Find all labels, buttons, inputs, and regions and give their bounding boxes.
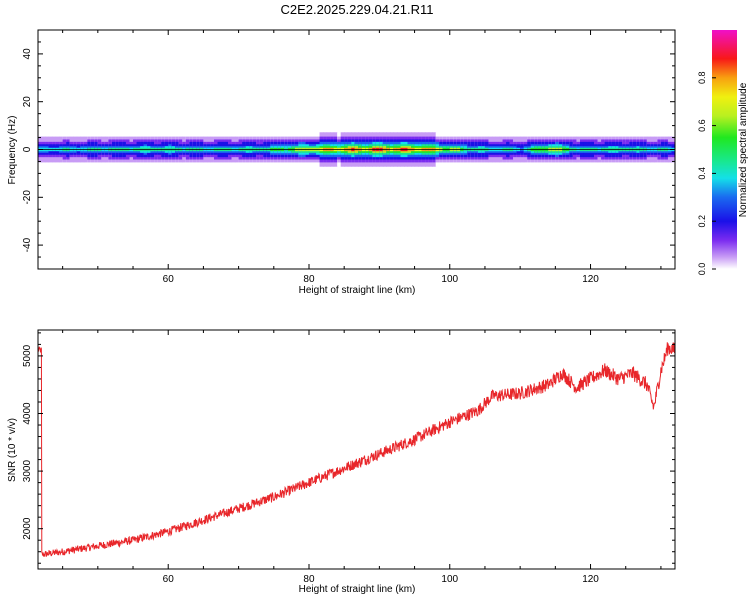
colorbar-tick-label: 0.2 — [697, 215, 707, 228]
colorbar-tick-label: 0.0 — [697, 263, 707, 276]
x-tick-label: 60 — [163, 574, 175, 585]
x-tick-label: 100 — [441, 574, 458, 585]
y-tick-label: 4000 — [22, 402, 33, 425]
y-tick-label: 20 — [22, 96, 33, 108]
y-tick-label: -20 — [22, 190, 33, 205]
y-tick-label: 5000 — [22, 344, 33, 367]
snr-x-ticks: 60 80 100 120 — [62, 330, 662, 585]
x-tick-label: 120 — [582, 274, 599, 285]
colorbar-tick-label: 0.4 — [697, 167, 707, 180]
snr-panel: 60 80 100 120 2000 3000 4000 5000 Height of st… — [7, 329, 676, 595]
spectrogram-ylabel: Frequency (Hz) — [7, 116, 18, 185]
snr-frame — [37, 329, 676, 570]
colorbar-gradient — [712, 30, 737, 269]
x-tick-label: 60 — [163, 274, 175, 285]
x-tick-label: 100 — [441, 274, 458, 285]
y-tick-label: 2000 — [22, 517, 33, 540]
colorbar-ticks: 0.0 0.2 0.4 0.6 0.8 — [697, 72, 716, 276]
spectrogram-x-ticks: 60 80 100 120 — [62, 30, 662, 285]
x-tick-label: 80 — [303, 274, 315, 285]
y-tick-label: 3000 — [22, 460, 33, 483]
spectrogram-panel: 60 80 100 120 40 20 0 -20 -40 Height of straigh… — [7, 29, 676, 296]
figure-title: C2E2.2025.229.04.21.R11 — [281, 2, 434, 17]
spectrogram-xlabel: Height of straight line (km) — [299, 285, 416, 296]
y-tick-label: 40 — [22, 48, 33, 60]
y-tick-label: 0 — [22, 146, 33, 152]
snr-xlabel: Height of straight line (km) — [299, 584, 416, 595]
spectrogram-y-ticks: 40 20 0 -20 -40 — [22, 41, 675, 258]
snr-y-ticks: 2000 3000 4000 5000 — [22, 332, 675, 564]
y-tick-label: -40 — [22, 237, 33, 252]
colorbar-tick-label: 0.6 — [697, 119, 707, 132]
colorbar-label: Normalized spectral amplitude — [738, 82, 749, 217]
snr-series-line — [38, 342, 675, 557]
colorbar: 0.0 0.2 0.4 0.6 0.8 Normalized spectral ampl… — [697, 30, 749, 275]
spectrogram-heatmap — [38, 132, 675, 167]
colorbar-tick-label: 0.8 — [697, 72, 707, 85]
x-tick-label: 120 — [582, 574, 599, 585]
snr-ylabel: SNR (10 * v/v) — [7, 418, 18, 482]
x-tick-label: 80 — [303, 574, 315, 585]
